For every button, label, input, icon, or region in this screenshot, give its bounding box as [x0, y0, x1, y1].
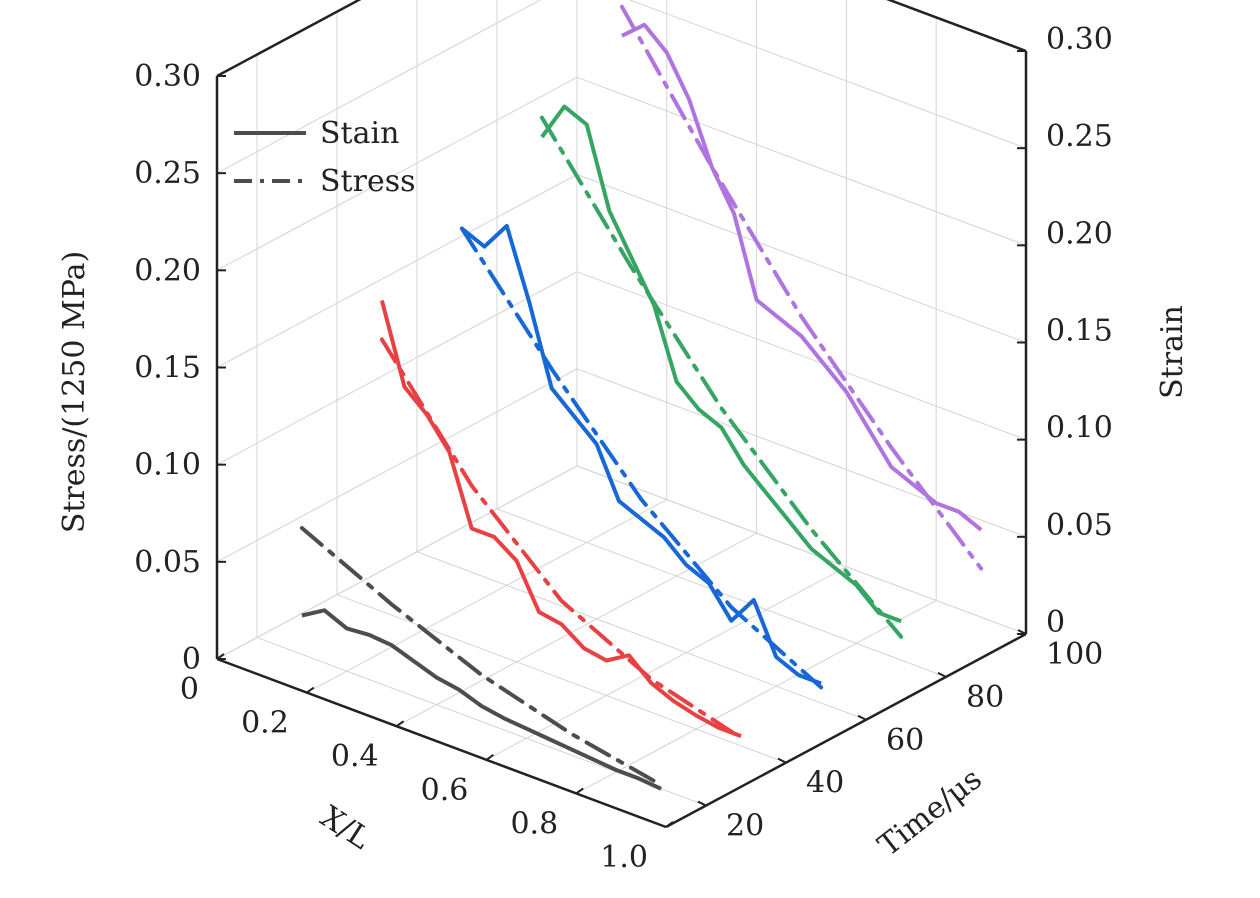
right-tick-label: 0.05 [1046, 508, 1113, 543]
depth-tick-mark [937, 671, 947, 678]
stress-line-t100 [619, 4, 984, 571]
ticks: 00.050.100.150.200.250.3000.050.100.150.… [134, 22, 1113, 875]
floor-grid-line [396, 532, 757, 727]
stress-line-t80 [539, 115, 904, 639]
frame-edge [216, 0, 362, 78]
y-tick-label: 0.15 [134, 351, 201, 386]
depth-tick-mark [697, 800, 707, 807]
left-wall-grid-line [216, 368, 578, 563]
x-tick-mark [216, 653, 225, 660]
back-wall-grid-line [628, 0, 1027, 149]
depth-tick-mark [777, 757, 787, 764]
left-wall-grid-line [216, 271, 578, 466]
x-tick-mark [665, 821, 674, 828]
back-wall-grid-line [576, 271, 1027, 441]
right-tick-label: 0 [1046, 605, 1065, 640]
x-tick-label: 1.0 [600, 840, 648, 875]
floor-grid-line [575, 599, 937, 794]
legend-strain-label: Stain [320, 116, 399, 151]
depth-tick-label: 100 [1046, 637, 1103, 672]
depth-tick-label: 60 [886, 723, 924, 758]
y-tick-label: 0.25 [134, 156, 201, 191]
left-wall-grid-line [216, 76, 578, 271]
y-tick-label: 0.20 [134, 253, 201, 288]
y-tick-label: 0.05 [134, 545, 201, 580]
floor-grid-line [416, 551, 867, 721]
strain-line-t40 [379, 299, 742, 738]
x-tick-mark [485, 753, 494, 761]
right-tick-label: 0.10 [1046, 411, 1113, 446]
floor-grid-line [486, 566, 847, 761]
floor-grid-line [306, 499, 668, 694]
x-tick-label: 0.2 [241, 706, 289, 741]
x-tick-label: 0 [180, 672, 199, 707]
strain-line-t60 [460, 223, 822, 686]
stress-line-t20 [299, 526, 664, 787]
depth-tick-mark [1017, 629, 1027, 635]
right-tick-label: 0.20 [1046, 216, 1113, 251]
strain-line-t80 [540, 104, 902, 624]
depth-tick-label: 40 [806, 766, 844, 801]
x-tick-label: 0.4 [331, 739, 379, 774]
x-tick-mark [396, 720, 405, 728]
back-wall-grid-line [576, 174, 1027, 343]
frame-edge [216, 657, 667, 829]
stress-line-t60 [459, 226, 824, 690]
back-wall-grid-line [576, 465, 1027, 635]
series-layer [299, 4, 984, 791]
x-axis-title: X/L [314, 799, 376, 856]
x-tick-label: 0.8 [510, 806, 558, 841]
left-wall-grid-line [216, 0, 542, 174]
depth-axis-title: Time/μs [872, 762, 989, 864]
frame-edge [886, 0, 1027, 53]
strain-line-t20 [301, 608, 662, 791]
right-tick-label: 0.25 [1046, 119, 1113, 154]
y-tick-label: 0.10 [134, 448, 201, 483]
right-tick-label: 0.15 [1046, 314, 1113, 349]
y-tick-label: 0 [182, 642, 201, 677]
left-wall-grid-line [216, 174, 578, 368]
floor-grid-line [336, 594, 787, 764]
x-tick-mark [306, 686, 315, 694]
strain-line-t100 [621, 22, 983, 532]
left-wall-grid-line [216, 465, 578, 660]
left-wall-grid-line [216, 0, 360, 77]
x-tick-mark [575, 787, 584, 795]
right-axis-title: Strain [1155, 305, 1190, 399]
right-tick-label: 0.30 [1046, 22, 1113, 57]
frame-edge [665, 632, 1027, 829]
legend-stress-label: Stress [320, 164, 416, 199]
depth-tick-label: 80 [966, 680, 1004, 715]
depth-tick-mark [857, 714, 867, 721]
y-axis-title: Stress/(1250 MPa) [57, 251, 92, 533]
legend: Stain Stress [234, 116, 416, 199]
y-tick-label: 0.30 [134, 59, 201, 94]
back-wall-grid-line [576, 76, 1027, 246]
depth-tick-label: 20 [726, 809, 764, 844]
x-tick-label: 0.6 [421, 773, 469, 808]
